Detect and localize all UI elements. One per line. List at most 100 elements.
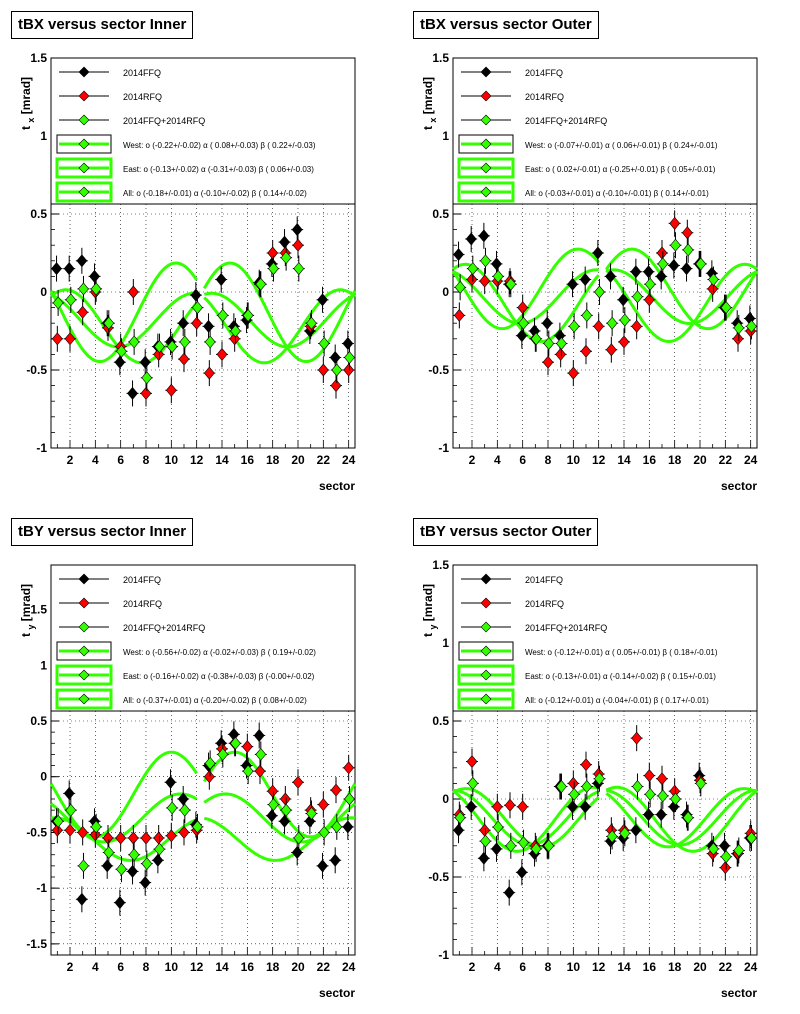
p0-data-point	[89, 269, 100, 283]
p1-data-point	[682, 243, 694, 257]
p0-y-axis-label-main: t	[19, 123, 33, 130]
p2-data-point	[114, 896, 126, 910]
p0-data-point	[178, 352, 190, 366]
p2-x-axis-label: sector	[319, 986, 355, 1000]
p0-legend-fit-box	[55, 181, 113, 203]
p1-data-point	[454, 280, 466, 294]
p3-legend-fit-1: West: o (-0.12+/-0.01) α ( 0.05+/-0.01) …	[525, 648, 718, 657]
p1-data-point	[453, 308, 465, 322]
p1-legend-marker	[480, 66, 492, 78]
p0-data-point	[76, 254, 88, 268]
p3-y-tick-label: 0.5	[432, 714, 449, 728]
p3-data-point	[643, 769, 655, 783]
p3-fit-curve-west-east-half	[605, 787, 758, 849]
p0-y-tick-label: -1	[36, 441, 47, 455]
p2-data-point	[344, 792, 355, 806]
p1-legend-fit-3: All: o (-0.03+/-0.01) α (-0.10+/-0.01) β…	[525, 189, 709, 198]
p3-x-tick-label: 8	[545, 960, 552, 974]
p0-data-point	[177, 316, 189, 330]
p0-data-point	[215, 273, 227, 286]
p1-x-tick-label: 16	[643, 453, 657, 467]
p1-data-point	[518, 316, 529, 330]
p3-legend-fit-box	[458, 641, 514, 661]
p1-data-point	[617, 293, 629, 307]
p3-data-point	[630, 823, 642, 837]
p2-legend-fit-box	[56, 641, 112, 661]
p3-legend-entry-3: 2014FFQ+2014RFQ	[525, 623, 607, 633]
p2-y-tick-label: 1	[40, 658, 47, 672]
p0-data-point	[343, 363, 355, 377]
p2-data-point	[279, 814, 290, 828]
p1-data-point	[480, 254, 491, 268]
p0-data-point	[103, 316, 115, 330]
p3-data-point	[504, 798, 516, 812]
p1-x-tick-label: 20	[693, 453, 707, 467]
p0-x-tick-label: 8	[143, 453, 150, 467]
p3-fit-curve-east-east-half	[605, 785, 758, 853]
p2-y-tick-label: -1.5	[26, 937, 47, 951]
p1-data-point	[567, 277, 578, 291]
p2-data-point	[255, 747, 267, 761]
p1-data-point	[668, 259, 680, 272]
p2-data-point	[165, 829, 177, 843]
p3-data-point	[719, 861, 731, 875]
p1-data-point	[466, 273, 478, 286]
p0-data-point	[127, 285, 139, 299]
p3-data-point	[454, 811, 466, 825]
p0-data-point	[317, 363, 329, 377]
p0-data-point	[179, 335, 191, 349]
p2-legend-fit-marker	[78, 669, 90, 681]
p2-data-point	[76, 892, 88, 906]
p0-data-point	[329, 351, 341, 364]
p2-data-point	[242, 764, 254, 778]
p3-data-point	[579, 800, 591, 814]
p3-y-tick-label: 0	[442, 792, 449, 806]
p3-data-point	[733, 844, 745, 857]
p3-data-point	[478, 851, 490, 865]
p3-legend-fit-3: All: o (-0.12+/-0.01) α (-0.04+/-0.01) β…	[525, 696, 709, 705]
p1-data-point	[516, 329, 528, 343]
p2-legend-entry-2: 2014RFQ	[123, 599, 162, 609]
p3-data-point	[594, 772, 605, 786]
p1-fit-curve-east-east-half	[605, 247, 759, 331]
p1-data-point	[593, 319, 605, 333]
panel-title-2: tBY versus sector Inner	[11, 518, 194, 546]
p1-legend-fit-2: East: o ( 0.02+/-0.01) α (-0.25+/-0.01) …	[525, 165, 716, 174]
p2-data-point	[266, 809, 278, 823]
p1-x-axis-label: sector	[721, 479, 757, 493]
p0-data-point	[153, 347, 165, 361]
p2-x-tick-label: 20	[291, 960, 305, 974]
p0-data-point	[141, 371, 153, 385]
p3-data-point	[543, 839, 555, 853]
p3-data-point	[657, 789, 669, 803]
p1-data-point	[733, 321, 745, 335]
p3-legend-fit-marker	[480, 693, 492, 705]
p3-data-point	[491, 842, 502, 856]
p0-fit-curve-east-west-half	[49, 261, 198, 363]
p2-data-point	[230, 736, 241, 750]
p2-data-point	[64, 823, 76, 837]
p3-data-point	[465, 800, 477, 814]
p0-data-point	[216, 347, 228, 361]
p2-legend-fit-box	[55, 664, 113, 686]
p1-legend-fit-marker	[480, 138, 492, 150]
p0-data-point	[52, 296, 64, 310]
p0-y-tick-label: 0	[40, 285, 47, 299]
p3-fit-curve-all-east-half	[606, 789, 757, 847]
p2-x-tick-label: 22	[317, 960, 331, 974]
p0-legend-fit-2: East: o (-0.13+/-0.02) α (-0.31+/-0.03) …	[123, 165, 314, 174]
p0-data-point	[191, 316, 203, 330]
p3-data-point	[530, 842, 542, 856]
p1-x-tick-label: 22	[719, 453, 733, 467]
p3-legend-marker	[480, 597, 492, 609]
p3-data-point	[581, 780, 593, 793]
p3-data-point	[708, 842, 719, 856]
p2-data-point	[52, 814, 64, 828]
p2-x-tick-label: 4	[92, 960, 99, 974]
p2-x-tick-label: 6	[117, 960, 124, 974]
p0-data-point	[139, 355, 151, 369]
p3-data-point	[656, 772, 668, 786]
p2-data-point	[139, 876, 151, 890]
p0-fit-curve-east-east-half	[202, 261, 357, 363]
p3-data-point	[606, 829, 618, 843]
